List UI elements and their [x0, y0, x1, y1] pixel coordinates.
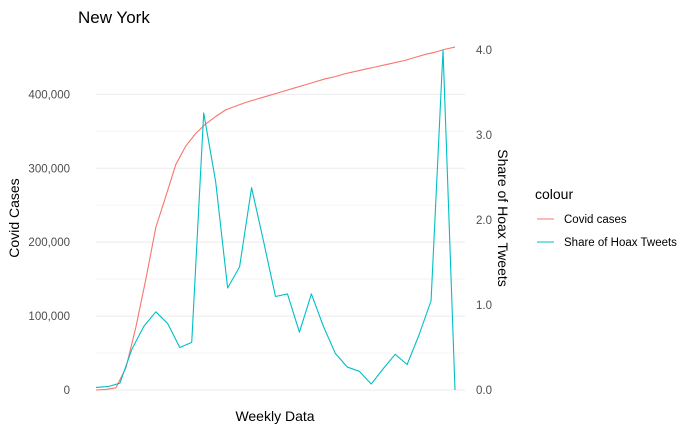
y-right-tick-label: 0.0: [476, 385, 492, 397]
y-left-tick-label: 300,000: [28, 163, 70, 175]
series-line-hoax-tweets: [95, 49, 456, 391]
y-axis-right-title: Share of Hoax Tweets: [495, 149, 511, 286]
legend-title: colour: [535, 186, 573, 202]
x-axis-title: Weekly Data: [235, 408, 314, 424]
y-right-tick-label: 1.0: [476, 300, 492, 312]
y-left-tick-label: 400,000: [28, 89, 70, 101]
gridlines: [96, 93, 465, 391]
legend-label-0: Covid cases: [564, 214, 627, 226]
chart-title: New York: [78, 8, 150, 27]
y-right-tick-label: 4.0: [476, 45, 492, 57]
y-right-tick-label: 3.0: [476, 130, 492, 142]
legend: colour Covid cases Share of Hoax Tweets: [535, 186, 677, 249]
y-right-tick-label: 2.0: [476, 215, 492, 227]
y-left-tick-label: 200,000: [28, 237, 70, 249]
series-layer: [95, 46, 456, 391]
y-axis-left-title: Covid Cases: [6, 178, 22, 257]
series-line-covid-cases: [95, 46, 456, 391]
left-axis-ticks: 0 100,000 200,000 300,000 400,000: [28, 89, 70, 397]
legend-label-1: Share of Hoax Tweets: [564, 237, 677, 249]
right-axis-ticks: 0.0 1.0 2.0 3.0 4.0: [476, 45, 492, 397]
y-left-tick-label: 0: [64, 385, 70, 397]
y-left-tick-label: 100,000: [28, 311, 70, 323]
